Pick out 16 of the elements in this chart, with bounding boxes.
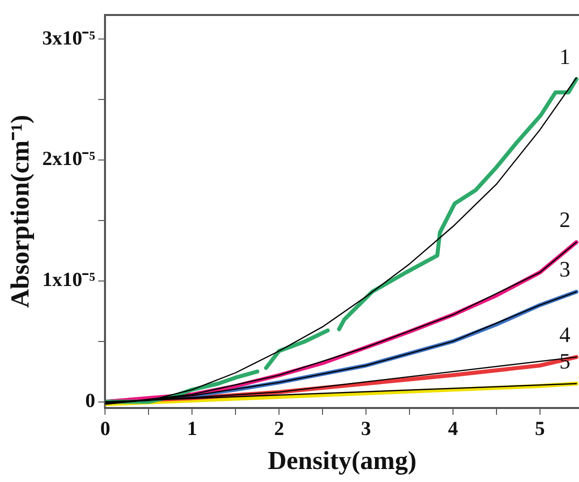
y-tick-label: 2x10⁻⁵ [42, 148, 96, 170]
y-tick-label: 0 [85, 390, 96, 412]
y-tick-label: 3x10⁻⁵ [42, 27, 96, 50]
annotation: 2 [559, 207, 570, 232]
annotation: 3 [559, 256, 570, 282]
x-tick-label: 5 [534, 418, 545, 440]
x-axis-title: Density(amg) [268, 446, 416, 476]
annotation: 1 [559, 44, 570, 69]
x-tick-label: 4 [448, 418, 458, 440]
x-tick-label: 3 [361, 418, 372, 440]
x-tick-label: 2 [274, 418, 284, 440]
annotation: 4 [559, 322, 570, 347]
y-axis-title: Absorption(cm⁻¹) [5, 114, 34, 308]
x-tick-label: 0 [100, 418, 110, 440]
y-tick-label: 1x10⁻⁵ [42, 269, 96, 292]
x-tick-label: 1 [187, 418, 198, 440]
